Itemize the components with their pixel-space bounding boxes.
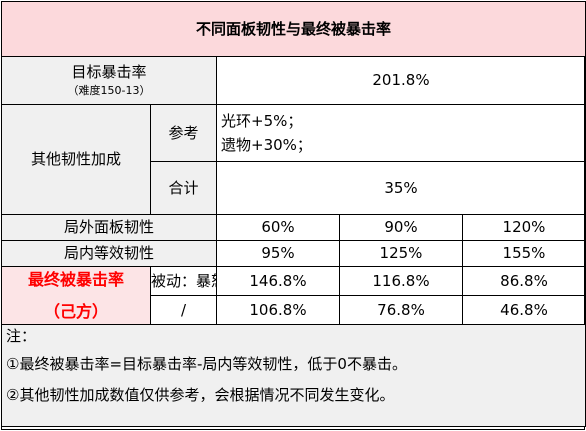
inner-equiv-value: 125% (339, 240, 463, 267)
inner-equiv-value: 155% (462, 240, 586, 267)
note-item: ①最终被暴击率=目标暴击率-局内等效韧性，低于0不暴击。 (6, 355, 407, 373)
final-crit-value: 116.8% (339, 266, 463, 296)
notes-heading: 注： (6, 327, 37, 345)
outer-panel-value: 60% (216, 214, 340, 241)
reference-list: 光环+5%； 遗物+30%； (216, 104, 586, 162)
note-item: ②其他韧性加成数值仅供参考，会根据情况不同发生变化。 (6, 386, 395, 404)
final-crit-sublabel: （己方） (43, 301, 108, 321)
notes-section: 注： ①最终被暴击率=目标暴击率-局内等效韧性，低于0不暴击。 ②其他韧性加成数… (1, 324, 586, 427)
other-toughness-label: 其他韧性加成 (1, 104, 151, 215)
total-value: 35% (216, 161, 586, 215)
outer-panel-label: 局外面板韧性 (1, 214, 217, 241)
difficulty-sublabel: （难度150-13） (67, 83, 151, 97)
reference-aura: 光环+5%； (221, 112, 303, 130)
condition-passive: 被动：暴怒 (150, 266, 217, 296)
target-crit-value: 201.8% (216, 56, 586, 105)
target-crit-label-cell: 目标暴击率 （难度150-13） (1, 56, 217, 105)
final-crit-value: 76.8% (339, 295, 463, 325)
outer-panel-value: 90% (339, 214, 463, 241)
total-label: 合计 (150, 161, 217, 215)
inner-equiv-value: 95% (216, 240, 340, 267)
reference-relic: 遗物+30%； (221, 136, 312, 154)
final-crit-value: 106.8% (216, 295, 340, 325)
inner-equiv-label: 局内等效韧性 (1, 240, 217, 267)
final-crit-value: 46.8% (462, 295, 586, 325)
table-title: 不同面板韧性与最终被暴击率 (1, 1, 586, 57)
outer-panel-value: 120% (462, 214, 586, 241)
reference-label: 参考 (150, 104, 217, 162)
condition-none: / (150, 295, 217, 325)
final-crit-label-cell: 最终被暴击率 （己方） (1, 266, 151, 325)
final-crit-label: 最终被暴击率 (27, 269, 124, 289)
target-crit-label: 目标暴击率 (71, 63, 147, 82)
final-crit-value: 146.8% (216, 266, 340, 296)
final-crit-value: 86.8% (462, 266, 586, 296)
